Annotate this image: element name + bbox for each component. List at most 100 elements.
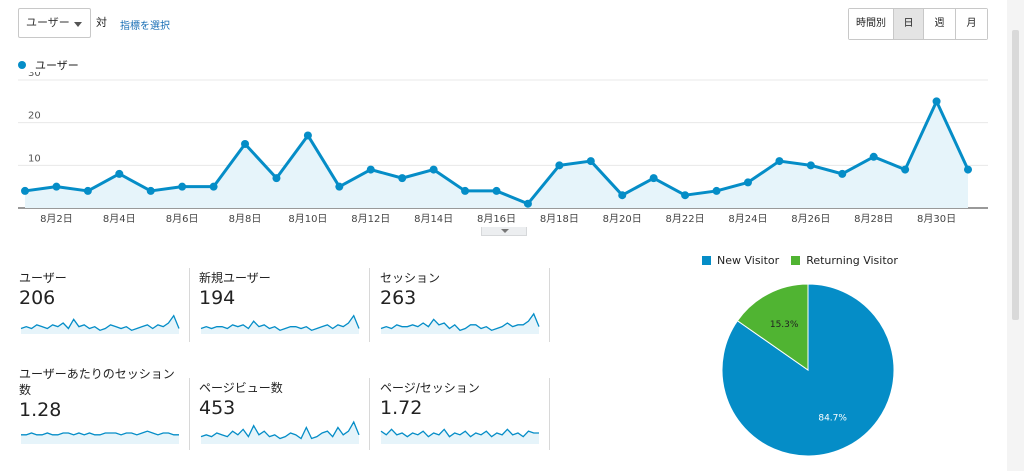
data-point	[523, 199, 532, 208]
data-point	[146, 186, 155, 195]
data-point	[366, 165, 375, 174]
sparkline-area	[201, 315, 359, 334]
tile-divider	[189, 268, 190, 342]
metric-value: 263	[380, 287, 417, 309]
metric-value: 194	[199, 287, 236, 309]
sparkline-area	[21, 315, 179, 334]
tile-divider	[369, 268, 370, 342]
data-point	[649, 174, 658, 183]
sparkline-line	[380, 312, 540, 332]
metric-label: セッション	[380, 271, 441, 285]
pie-slice-new-visitor	[721, 283, 895, 457]
x-tick-label: 8月12日	[351, 213, 390, 225]
sparkline-area	[381, 313, 539, 334]
pie-slice-returning-visitor	[736, 283, 809, 371]
chart-labels: 10 20 30 8月2日 8月4日 8月6日 8月8日 8月10日 8月12日 8月14日 8月1…	[28, 72, 956, 225]
data-point	[555, 161, 564, 170]
metric-select-value: ユーザー	[26, 16, 70, 29]
sparkline-area	[201, 422, 359, 444]
metric-value: 453	[199, 397, 236, 419]
scrollbar-thumb[interactable]	[1012, 30, 1019, 320]
data-point	[241, 140, 250, 148]
data-point	[115, 169, 124, 178]
x-tick-label: 8月10日	[288, 213, 327, 225]
granularity-day-button[interactable]: 日	[893, 9, 923, 39]
legend-item-new-visitor[interactable]: New Visitor	[702, 254, 779, 267]
data-point	[586, 157, 595, 166]
sparkline-line	[20, 314, 180, 332]
chart-area	[25, 101, 968, 208]
data-point	[806, 161, 815, 170]
data-point	[303, 131, 312, 140]
metric-value: 1.72	[380, 397, 423, 419]
metric-label: 新規ユーザー	[199, 271, 271, 285]
data-point	[52, 182, 61, 191]
x-tick-label: 8月16日	[477, 213, 516, 225]
granularity-week-button[interactable]: 週	[923, 9, 955, 39]
chevron-down-icon	[74, 22, 82, 27]
chevron-down-icon	[501, 229, 509, 233]
data-point	[398, 174, 407, 183]
metric-select[interactable]: ユーザー	[18, 8, 91, 38]
legend-swatch	[702, 256, 711, 265]
y-tick-label: 10	[28, 153, 41, 164]
metric-tile-sessions: セッション 263	[380, 270, 550, 309]
users-line-chart: 10 20 30 8月2日 8月4日 8月6日 8月8日 8月10日 8月12日 8月14日 8月1…	[18, 72, 988, 225]
data-point	[618, 191, 627, 200]
legend-item-returning-visitor[interactable]: Returning Visitor	[791, 254, 898, 267]
chart-points	[21, 97, 972, 208]
data-point	[429, 165, 438, 174]
chart-collapse-handle[interactable]	[481, 227, 527, 236]
data-point	[461, 186, 470, 195]
data-point	[932, 97, 941, 106]
x-tick-label: 8月2日	[40, 213, 73, 225]
granularity-month-button[interactable]: 月	[955, 9, 987, 39]
x-tick-label: 8月6日	[166, 213, 199, 225]
tile-divider	[549, 378, 550, 450]
y-tick-label: 30	[28, 72, 41, 79]
y-tick-label: 20	[28, 111, 41, 122]
sparkline-line	[21, 430, 179, 436]
granularity-hourly-button[interactable]: 時間別	[849, 9, 893, 39]
data-point	[492, 186, 501, 195]
x-tick-label: 8月8日	[229, 213, 262, 225]
x-tick-label: 8月18日	[540, 213, 579, 225]
sparkline-area	[381, 429, 539, 444]
data-point	[838, 169, 847, 178]
data-point	[178, 182, 187, 191]
data-point	[209, 182, 218, 191]
legend-label: Returning Visitor	[806, 254, 898, 267]
data-point	[21, 186, 29, 195]
data-point	[869, 152, 878, 161]
data-point	[681, 191, 690, 200]
choose-metric-link[interactable]: 指標を選択	[120, 21, 170, 32]
metric-value: 206	[19, 287, 56, 309]
tile-divider	[549, 268, 550, 342]
sparkline-area	[21, 431, 179, 444]
data-point	[964, 165, 972, 174]
series-name: ユーザー	[35, 59, 79, 72]
series-area	[25, 101, 968, 208]
metric-tile-sessions-per-user: ユーザーあたりのセッション数 1.28	[19, 366, 184, 421]
legend-swatch	[791, 256, 801, 265]
data-point	[83, 186, 92, 195]
data-point	[743, 178, 752, 187]
granularity-toggle: 時間別 日 週 月	[848, 8, 988, 40]
vs-label: 対	[96, 16, 107, 29]
x-tick-label: 8月24日	[728, 213, 767, 225]
metric-tile-new-users: 新規ユーザー 194	[199, 270, 369, 309]
data-point	[712, 186, 721, 195]
data-point	[901, 165, 910, 174]
metric-label: ページビュー数	[199, 381, 283, 395]
pie-slice-label: 84.7%	[818, 413, 847, 423]
x-tick-label: 8月14日	[414, 213, 453, 225]
data-point	[775, 157, 784, 166]
data-point	[335, 182, 344, 191]
series-swatch	[18, 61, 26, 69]
x-tick-label: 8月30日	[917, 213, 956, 225]
tile-divider	[189, 378, 190, 450]
data-point	[272, 174, 281, 183]
metric-sparklines	[20, 312, 540, 444]
metric-label: ページ/セッション	[380, 381, 480, 395]
x-tick-label: 8月26日	[791, 213, 830, 225]
